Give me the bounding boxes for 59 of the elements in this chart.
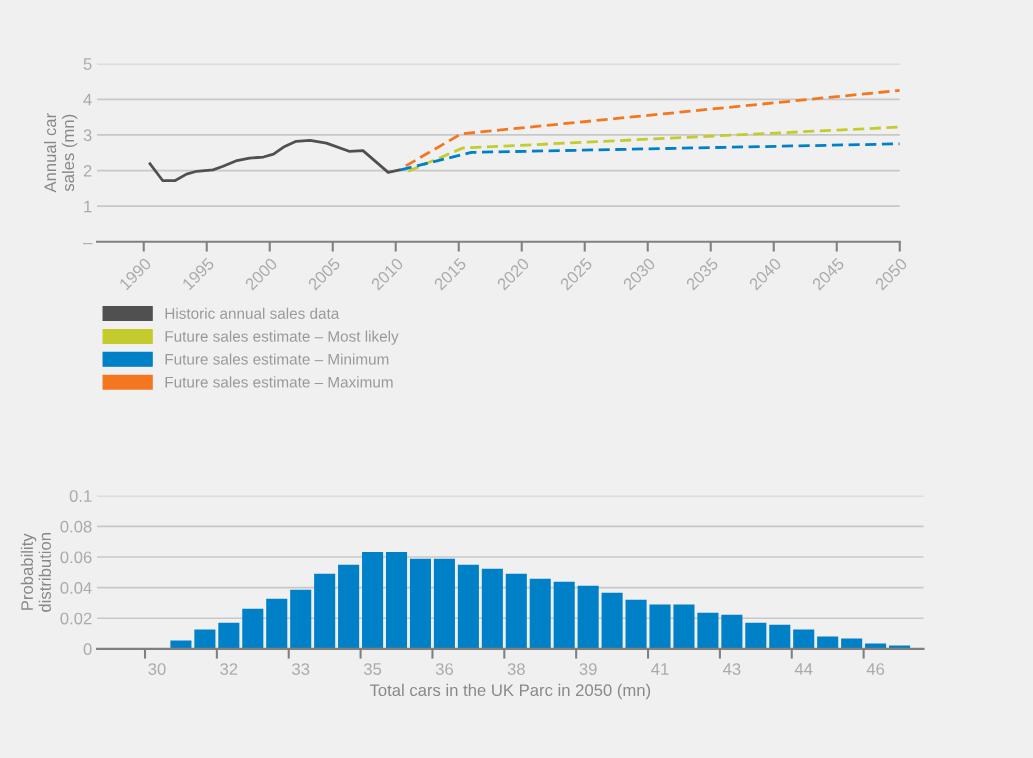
bar: [385, 551, 408, 649]
x-tick-label: 41: [651, 663, 669, 675]
bar: [817, 636, 839, 649]
legend-label: Future sales estimate – Maximum: [165, 376, 393, 388]
x-axis-title: Total cars in the UK Parc in 2050 (mn): [369, 683, 651, 700]
y-tick-label: 5: [83, 58, 92, 70]
bar: [290, 589, 312, 649]
y-tick-label: 0.04: [60, 582, 92, 594]
bar: [266, 598, 288, 649]
bar: [505, 573, 527, 649]
y-tick-label: 4: [83, 93, 92, 106]
x-tick-label: 32: [220, 663, 238, 675]
x-tick-label: 38: [507, 663, 525, 675]
bar: [577, 585, 599, 649]
legend-label: Historic annual sales data: [165, 307, 340, 319]
bar: [338, 564, 360, 649]
bar: [529, 578, 551, 649]
bar: [481, 568, 503, 649]
bar: [409, 558, 432, 649]
bar: [362, 551, 384, 649]
bar: [865, 643, 887, 649]
legend-label: Future sales estimate – Most likely: [165, 330, 399, 345]
y-axis-title: Annual car sales (mn): [43, 113, 78, 193]
bar: [194, 629, 216, 649]
x-tick-label: 36: [435, 663, 453, 675]
bar: [457, 564, 479, 649]
bar: [745, 622, 767, 649]
bar: [673, 604, 695, 649]
bar: [433, 558, 455, 649]
y-tick-label: 0: [83, 643, 92, 656]
bar: [625, 599, 647, 649]
y-tick-label: 0.02: [60, 612, 92, 625]
x-tick-label: 39: [579, 663, 597, 675]
bar: [218, 622, 240, 649]
y-tick-label: 3: [83, 129, 92, 142]
x-tick-label: 43: [722, 663, 741, 675]
y-tick-label: 1: [84, 200, 92, 213]
y-tick-label: 0.1: [69, 490, 92, 502]
legend-label: Future sales estimate – Minimum: [165, 353, 389, 365]
bar: [769, 624, 791, 649]
bar: [242, 608, 264, 649]
x-tick-label: 33: [292, 663, 310, 675]
bar: [601, 592, 623, 649]
y-tick-label: 0.06: [60, 551, 92, 564]
bar: [793, 629, 815, 649]
y-axis-title: Probability distribution: [20, 533, 51, 612]
y-tick-label: –: [82, 243, 93, 245]
bar: [553, 581, 575, 649]
bar: [649, 604, 671, 649]
line-series: [148, 138, 401, 182]
y-tick-label: 2: [83, 164, 92, 177]
bar: [697, 612, 719, 649]
x-tick-label: 46: [866, 663, 885, 675]
x-tick-label: 35: [363, 663, 382, 675]
bar: [721, 614, 743, 649]
bar: [314, 573, 336, 649]
x-tick-label: 44: [794, 663, 813, 675]
x-tick-label: 30: [148, 663, 166, 675]
y-tick-label: 0.08: [60, 520, 92, 533]
